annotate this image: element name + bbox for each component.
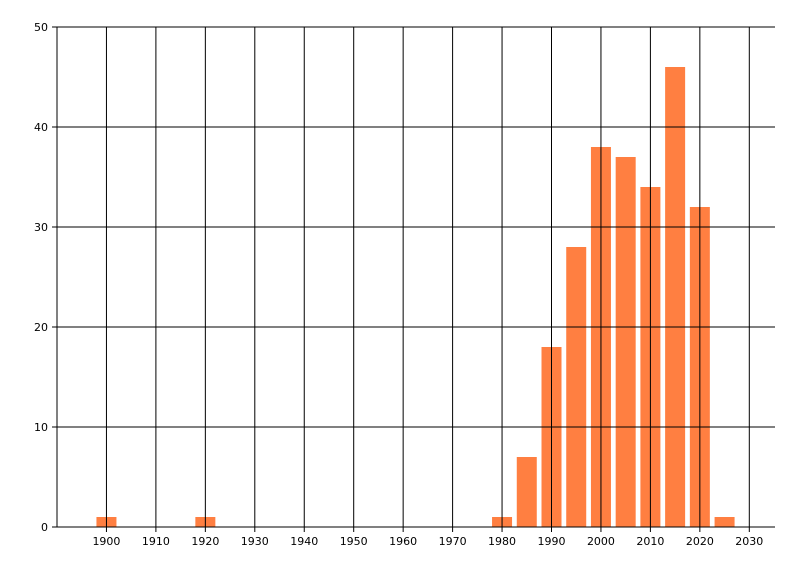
- x-tick-label: 2030: [735, 535, 763, 548]
- x-tick-label: 1900: [92, 535, 120, 548]
- x-tick-label: 1920: [191, 535, 219, 548]
- x-tick-label: 1910: [142, 535, 170, 548]
- y-tick-label: 30: [34, 221, 48, 234]
- bar-1985: [516, 457, 537, 527]
- x-tick-label: 1950: [340, 535, 368, 548]
- y-tick-label: 20: [34, 321, 48, 334]
- x-tick-label: 2000: [587, 535, 615, 548]
- y-tick-label: 50: [34, 21, 48, 34]
- x-tick-label: 1990: [538, 535, 566, 548]
- y-tick-label: 10: [34, 421, 48, 434]
- x-tick-label: 2010: [636, 535, 664, 548]
- x-tick-label: 1960: [389, 535, 417, 548]
- x-tick-label: 1930: [241, 535, 269, 548]
- bar-1995: [566, 247, 587, 527]
- y-tick-label: 0: [41, 521, 48, 534]
- y-tick-label: 40: [34, 121, 48, 134]
- x-tick-label: 2020: [686, 535, 714, 548]
- bar-2025: [714, 517, 735, 527]
- x-tick-label: 1940: [290, 535, 318, 548]
- x-tick-label: 1970: [439, 535, 467, 548]
- bar-2015: [665, 67, 686, 527]
- x-tick-label: 1980: [488, 535, 516, 548]
- bar-2005: [615, 157, 636, 527]
